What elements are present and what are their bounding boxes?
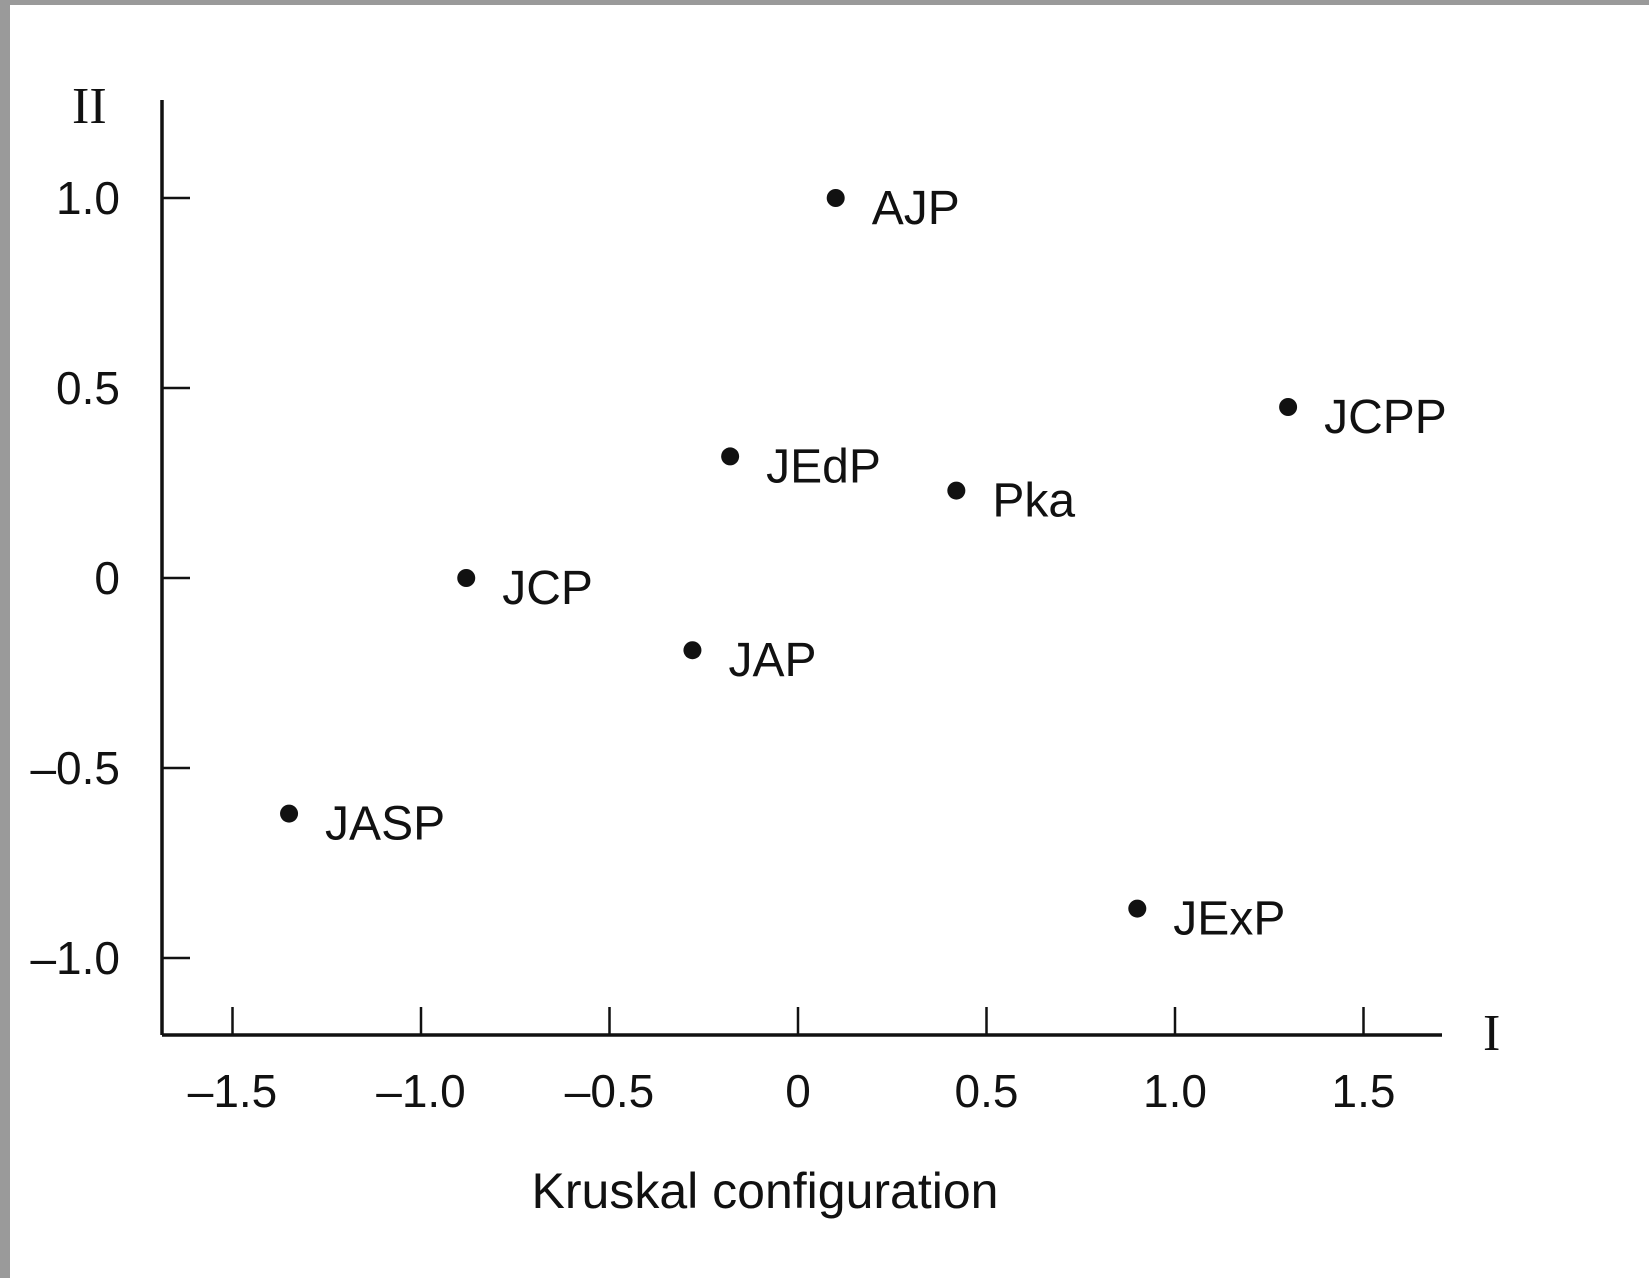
data-point-label: JCP	[502, 562, 593, 615]
data-point	[457, 569, 476, 587]
data-point	[1128, 899, 1147, 918]
x-tick-label: –0.5	[565, 1065, 655, 1117]
y-tick-label: –1.0	[30, 932, 120, 984]
x-tick-label: –1.5	[188, 1065, 278, 1117]
x-axis-ticks: –1.5 –1.0 –0.5 0 0.5 1.0 1.5	[188, 1007, 1396, 1117]
y-axis-label: II	[72, 78, 107, 135]
x-tick-label: 1.0	[1143, 1065, 1207, 1117]
x-tick-label: 0	[785, 1065, 811, 1117]
data-point	[683, 641, 702, 660]
y-tick-label: –0.5	[30, 742, 120, 794]
data-point	[1279, 398, 1298, 416]
data-point	[721, 447, 740, 466]
scatter-chart: –1.5 –1.0 –0.5 0 0.5 1.0 1.5 1.0 0.5 0 –0.5 –1.0 A…	[30, 78, 1500, 1219]
y-axis-ticks: 1.0 0.5 0 –0.5 –1.0	[30, 172, 190, 984]
x-tick-label: –1.0	[376, 1065, 466, 1117]
y-tick-label: 0	[94, 552, 120, 604]
x-tick-label: 1.5	[1332, 1065, 1396, 1117]
data-point-label: JASP	[325, 798, 445, 851]
x-axis-label: I	[1483, 1005, 1500, 1062]
y-tick-label: 1.0	[56, 172, 120, 224]
data-point-label: AJP	[872, 182, 960, 235]
chart-caption: Kruskal configuration	[532, 1163, 999, 1219]
data-point	[826, 189, 845, 207]
x-tick-label: 0.5	[955, 1065, 1019, 1117]
data-point	[280, 804, 299, 823]
data-point-label: JExP	[1173, 893, 1285, 946]
data-point-label: JCPP	[1324, 391, 1447, 444]
chart-axes	[160, 100, 1442, 1037]
data-point-label: Pka	[992, 475, 1075, 528]
data-points: AJP JCPP JEdP Pka JCP JAP JASP JExP	[280, 182, 1447, 946]
data-point-label: JAP	[728, 634, 816, 687]
chart-page: –1.5 –1.0 –0.5 0 0.5 1.0 1.5 1.0 0.5 0 –0.5 –1.0 A…	[10, 5, 1649, 1278]
data-point-label: JEdP	[766, 440, 881, 493]
y-tick-label: 0.5	[56, 362, 120, 414]
data-point	[947, 481, 966, 500]
